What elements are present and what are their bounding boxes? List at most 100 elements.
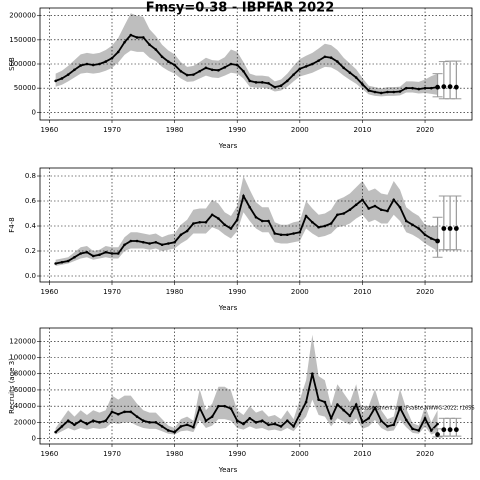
estimate-point <box>160 55 164 59</box>
estimate-point <box>123 40 126 44</box>
estimate-point <box>154 421 158 424</box>
estimate-point <box>298 412 302 416</box>
estimate-point <box>317 398 320 401</box>
y-tick-label: 100000 <box>9 354 36 362</box>
y-axis-label: Recruits (age 3) <box>8 358 16 414</box>
forecast-point <box>453 226 459 231</box>
estimate-point <box>273 232 277 235</box>
estimate-point <box>398 90 402 93</box>
forecast-point <box>435 432 440 437</box>
estimate-point <box>79 419 82 423</box>
x-tick-label: 2000 <box>291 450 309 458</box>
x-axis-label: Years <box>218 304 238 312</box>
x-tick-label: 1980 <box>166 450 184 458</box>
estimate-point <box>148 43 151 46</box>
estimate-point <box>392 423 396 427</box>
estimate-point <box>198 406 201 410</box>
estimate-point <box>323 55 327 59</box>
x-axis-label: Years <box>218 466 238 474</box>
estimate-point <box>217 217 220 220</box>
x-tick-label: 2020 <box>416 288 434 296</box>
y-tick-label: 0.6 <box>25 197 37 205</box>
estimate-point <box>91 63 95 67</box>
estimate-point <box>91 254 95 258</box>
estimate-point <box>292 232 295 235</box>
estimate-point <box>210 415 214 418</box>
x-tick-label: 1980 <box>166 288 184 296</box>
estimate-point <box>98 253 101 257</box>
panel: 1960 1970 1980 1990 2000 2010 2020 0 50000 100000… <box>8 7 473 150</box>
estimate-point <box>79 252 82 255</box>
estimate-point <box>248 79 252 83</box>
y-tick-label: 80000 <box>14 370 36 378</box>
estimate-point <box>167 60 170 63</box>
estimate-point <box>242 69 245 73</box>
plot-frame <box>39 167 473 283</box>
estimate-point <box>154 240 158 244</box>
estimate-point <box>160 243 164 247</box>
estimate-point <box>110 252 114 255</box>
estimate-point <box>373 406 377 410</box>
estimate-point <box>116 412 120 416</box>
estimate-point <box>85 250 89 254</box>
estimate-point <box>286 233 289 237</box>
estimate-point <box>311 372 314 376</box>
x-tick-label: 2020 <box>416 126 434 134</box>
estimate-point <box>229 227 233 230</box>
estimate-point <box>430 237 433 240</box>
forecast-point <box>447 427 453 433</box>
estimate-point <box>336 213 339 217</box>
estimate-point <box>66 259 70 263</box>
estimate-point <box>60 77 64 80</box>
estimate-point <box>104 419 108 423</box>
estimate-point <box>386 425 389 428</box>
estimate-point <box>267 423 270 427</box>
estimate-point <box>116 50 120 54</box>
estimate-point <box>129 410 133 414</box>
estimate-point <box>116 252 120 255</box>
x-tick-label: 2000 <box>291 288 309 296</box>
estimate-point <box>142 36 145 39</box>
estimate-point <box>248 417 252 420</box>
panel: 1960 1970 1980 1990 2000 2010 2020 0.0 0.2 0.4 0.6… <box>8 167 473 312</box>
estimate-point <box>304 400 308 404</box>
estimate-point <box>210 68 214 72</box>
estimate-point <box>66 419 70 423</box>
estimate-point <box>260 81 264 84</box>
estimate-point <box>54 430 57 434</box>
estimate-point <box>329 222 333 225</box>
estimate-point <box>342 212 345 215</box>
x-tick-label: 2020 <box>416 450 434 458</box>
estimate-point <box>104 60 108 63</box>
x-tick-label: 1960 <box>40 288 58 296</box>
estimate-point <box>286 79 289 83</box>
estimate-point <box>91 419 95 423</box>
estimate-point <box>329 417 333 420</box>
estimate-point <box>273 422 277 426</box>
estimate-point <box>398 406 402 410</box>
estimate-point <box>354 76 358 79</box>
y-tick-label: 0.0 <box>25 272 36 280</box>
annotation: stockassessment.org, FsaBte-NWWG-2022, r… <box>350 406 475 412</box>
estimate-point <box>304 65 308 68</box>
estimate-point <box>192 222 195 225</box>
estimate-point <box>436 422 439 426</box>
forecast-point <box>435 84 440 90</box>
estimate-point <box>173 63 176 67</box>
estimate-point <box>367 417 370 420</box>
estimate-point <box>229 407 233 410</box>
estimate-point <box>142 240 145 244</box>
estimate-point <box>367 89 370 92</box>
y-axis-label: F4-8 <box>8 217 16 232</box>
estimate-point <box>185 423 189 427</box>
estimate-point <box>192 73 195 76</box>
x-axis-label: Years <box>218 142 238 150</box>
estimate-point <box>317 59 320 62</box>
estimate-point <box>354 203 358 207</box>
panel: 1960 1970 1980 1990 2000 2010 2020 0 20000 40000 6… <box>8 327 475 474</box>
estimate-point <box>267 219 270 223</box>
estimate-point <box>192 425 195 429</box>
x-tick-label: 1970 <box>103 288 121 296</box>
estimate-point <box>336 403 339 406</box>
estimate-point <box>367 207 370 210</box>
